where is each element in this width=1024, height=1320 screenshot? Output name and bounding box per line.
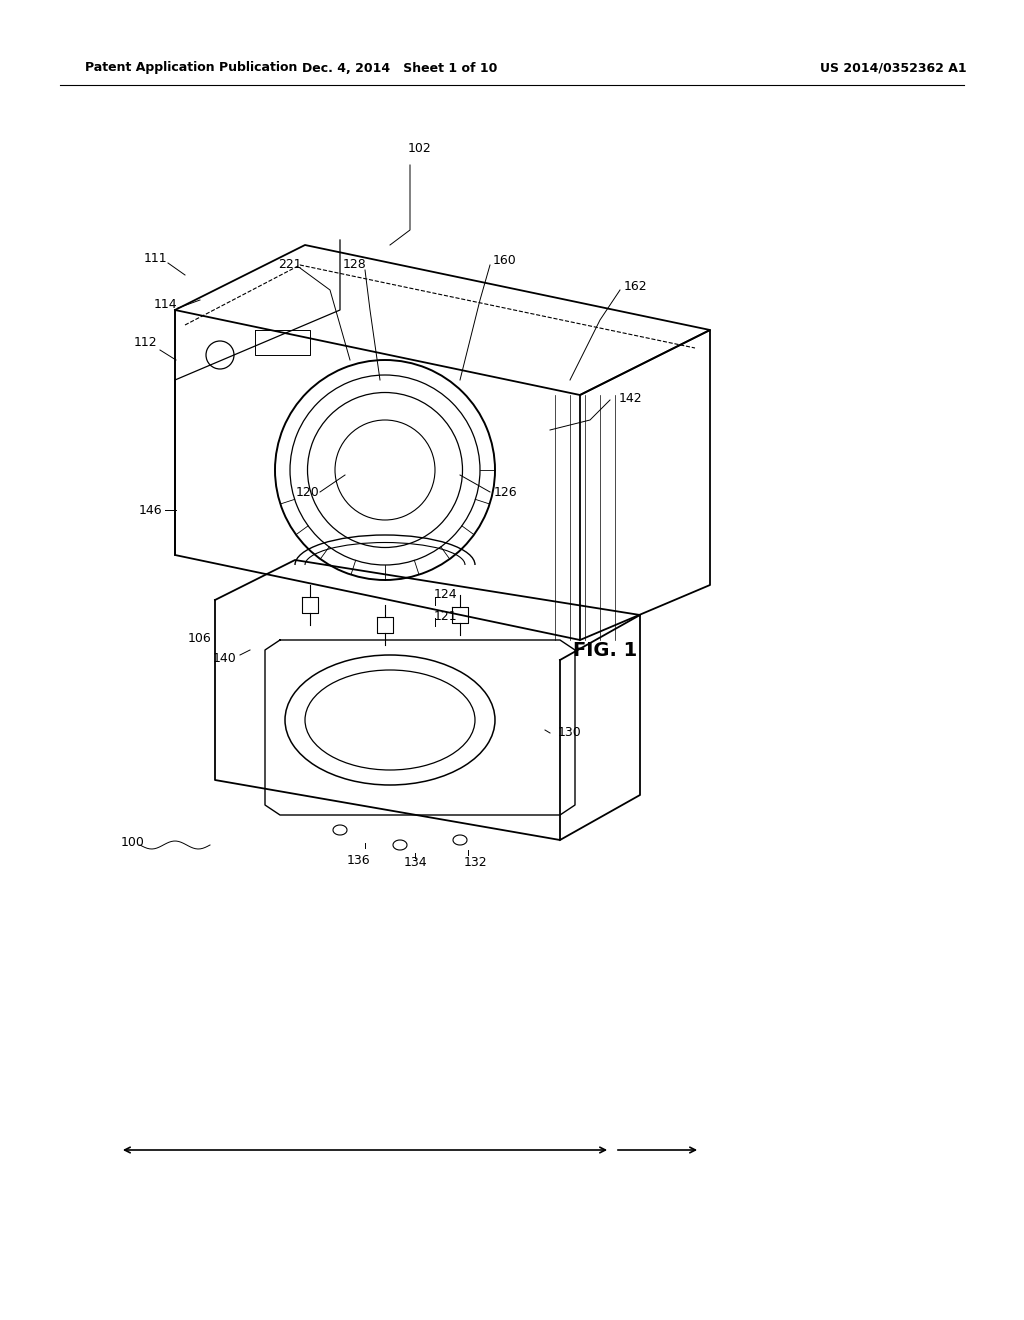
- Text: 134: 134: [403, 857, 427, 870]
- Text: 102: 102: [409, 141, 432, 154]
- Text: 140: 140: [213, 652, 237, 664]
- Text: 142: 142: [618, 392, 642, 404]
- Text: 136: 136: [346, 854, 370, 866]
- Text: 160: 160: [494, 253, 517, 267]
- Text: 130: 130: [558, 726, 582, 739]
- Text: 114: 114: [154, 298, 177, 312]
- Text: Patent Application Publication: Patent Application Publication: [85, 62, 297, 74]
- Text: 146: 146: [138, 503, 162, 516]
- Text: 126: 126: [494, 486, 517, 499]
- Text: 162: 162: [624, 281, 647, 293]
- Text: 221: 221: [279, 259, 302, 272]
- Text: US 2014/0352362 A1: US 2014/0352362 A1: [820, 62, 967, 74]
- Text: 112: 112: [133, 337, 157, 350]
- Text: 120: 120: [296, 486, 319, 499]
- Text: FIG. 1: FIG. 1: [572, 640, 637, 660]
- Text: 124: 124: [433, 587, 457, 601]
- Text: 106: 106: [188, 631, 212, 644]
- Text: 132: 132: [463, 857, 486, 870]
- Text: 111: 111: [143, 252, 167, 264]
- Text: 121: 121: [433, 610, 457, 623]
- Text: 100: 100: [121, 837, 145, 850]
- Text: 128: 128: [343, 259, 367, 272]
- Text: Dec. 4, 2014   Sheet 1 of 10: Dec. 4, 2014 Sheet 1 of 10: [302, 62, 498, 74]
